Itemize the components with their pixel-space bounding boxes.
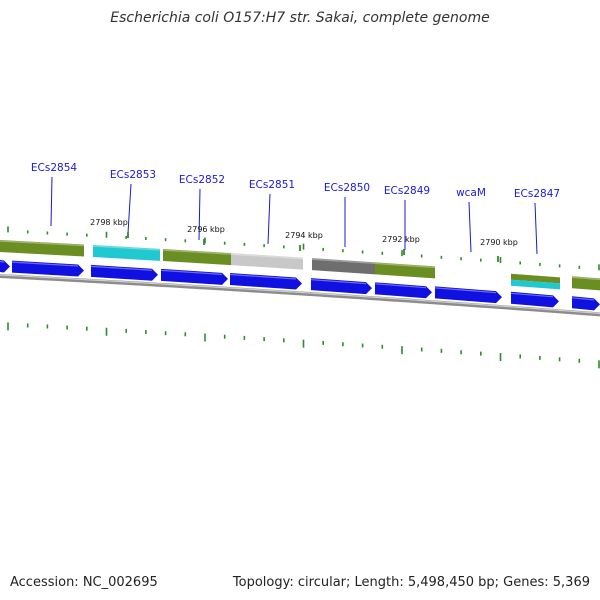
map-title: Escherichia coli O157:H7 str. Sakai, com… bbox=[110, 10, 489, 26]
backbone-line bbox=[0, 274, 600, 317]
feature-block bbox=[163, 249, 231, 266]
gene-label: ECs2852 bbox=[179, 174, 225, 186]
gene-label: ECs2850 bbox=[324, 182, 370, 194]
gene-arrow bbox=[91, 264, 158, 281]
gene-arrow-highlight bbox=[11, 261, 79, 267]
gene-arrow bbox=[435, 286, 502, 304]
gene-arrow-highlight bbox=[510, 292, 554, 298]
accession-text: Accession: NC_002695 bbox=[10, 575, 158, 590]
gene-label: ECs2849 bbox=[384, 185, 430, 197]
gene-label: ECs2853 bbox=[110, 169, 156, 181]
tick-marks bbox=[7, 226, 600, 369]
gene-arrow-highlight bbox=[310, 279, 367, 285]
gene-arrow-highlight bbox=[434, 287, 497, 294]
scale-label: 2798 kbp bbox=[90, 218, 128, 227]
feature-block bbox=[572, 276, 600, 291]
scale-label: 2790 kbp bbox=[480, 238, 518, 247]
feature-highlight bbox=[571, 276, 600, 281]
gene-arrow bbox=[0, 260, 10, 273]
scale-label: 2792 kbp bbox=[382, 235, 420, 244]
gene-arrow-highlight bbox=[571, 297, 595, 301]
gene-label: ECs2854 bbox=[31, 162, 77, 174]
feature-highlight bbox=[374, 262, 436, 269]
gene-arrow-track bbox=[0, 260, 600, 311]
label-leader-line bbox=[468, 201, 472, 253]
genome-backbone bbox=[0, 274, 600, 317]
gene-arrow-highlight bbox=[374, 283, 427, 289]
gene-arrow-highlight bbox=[229, 273, 297, 280]
gene-arrow bbox=[12, 260, 84, 277]
feature-highlight bbox=[162, 249, 232, 255]
feature-block bbox=[375, 262, 435, 279]
summary-text: Topology: circular; Length: 5,498,450 bp… bbox=[232, 575, 590, 590]
gene-arrow-highlight bbox=[0, 260, 5, 263]
label-leader-line bbox=[50, 176, 53, 227]
gene-arrow bbox=[230, 273, 302, 290]
label-leader-line bbox=[267, 193, 271, 245]
backbone-highlight bbox=[0, 274, 600, 314]
gene-arrow bbox=[161, 268, 228, 285]
gene-arrow-highlight bbox=[160, 269, 223, 275]
feature-block bbox=[511, 273, 560, 284]
feature-highlight bbox=[0, 240, 85, 247]
label-leader-line bbox=[534, 202, 538, 255]
feature-block bbox=[511, 279, 560, 290]
feature-block bbox=[312, 258, 375, 275]
gene-arrow bbox=[511, 291, 559, 308]
scale-labels: 2798 kbp 2796 kbp 2794 kbp 2792 kbp 2790 kbp bbox=[90, 218, 518, 262]
gene-arrow bbox=[311, 278, 372, 295]
feature-block bbox=[231, 253, 303, 270]
label-leader-line bbox=[127, 183, 132, 234]
scale-label: 2794 kbp bbox=[285, 231, 323, 240]
gene-label: ECs2851 bbox=[249, 179, 295, 191]
feature-block bbox=[93, 245, 160, 261]
feature-track bbox=[0, 240, 600, 291]
gene-arrow bbox=[375, 282, 432, 299]
feature-highlight bbox=[92, 245, 161, 251]
gene-arrow-highlight bbox=[90, 265, 153, 271]
gene-labels: ECs2854 ECs2853 ECs2852 ECs2851 ECs2850 ECs28… bbox=[31, 162, 560, 255]
feature-highlight bbox=[230, 253, 304, 260]
label-leader-line bbox=[198, 188, 201, 241]
scale-label: 2796 kbp bbox=[187, 225, 225, 234]
feature-block bbox=[0, 240, 84, 257]
gene-label: ECs2847 bbox=[514, 188, 560, 200]
feature-highlight bbox=[311, 258, 376, 265]
gene-label: wcaM bbox=[456, 187, 486, 199]
